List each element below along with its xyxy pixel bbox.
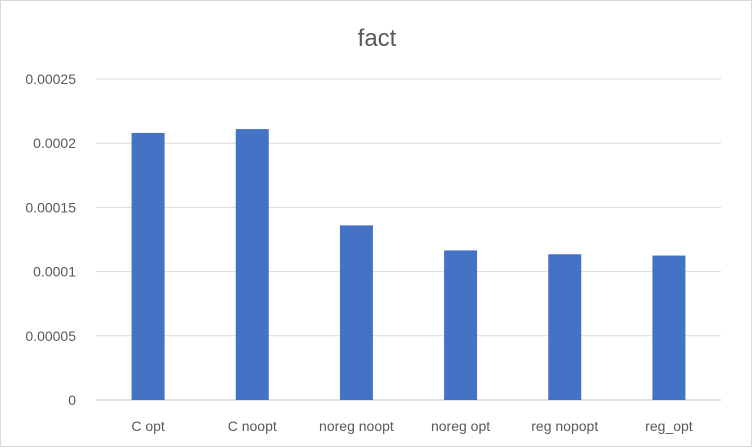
y-tick-label: 0.0002	[33, 135, 76, 151]
y-tick-label: 0.00025	[25, 71, 76, 87]
x-tick-label: C opt	[131, 418, 165, 434]
x-tick-label: C noopt	[228, 418, 277, 434]
x-tick-label: reg_opt	[645, 418, 693, 434]
x-axis-tick-labels: C opt C noopt noreg noopt noreg opt reg nopo…	[131, 418, 692, 434]
y-axis-tick-labels: 0 0.00005 0.0001 0.00015 0.0002 0.00025	[25, 71, 76, 408]
bar	[444, 250, 478, 400]
bars	[131, 129, 686, 401]
y-tick-label: 0.0001	[33, 264, 76, 280]
bar	[548, 254, 582, 400]
chart-title: fact	[358, 25, 397, 52]
y-tick-label: 0.00005	[25, 328, 76, 344]
bar	[339, 225, 373, 400]
x-tick-label: noreg opt	[431, 418, 490, 434]
bar	[131, 132, 165, 401]
bar	[652, 255, 686, 400]
x-tick-label: noreg noopt	[319, 418, 394, 434]
y-tick-label: 0	[68, 392, 76, 408]
x-tick-label: reg nopopt	[531, 418, 598, 434]
gridlines	[96, 78, 721, 401]
bar	[235, 129, 269, 401]
y-tick-label: 0.00015	[25, 199, 76, 215]
